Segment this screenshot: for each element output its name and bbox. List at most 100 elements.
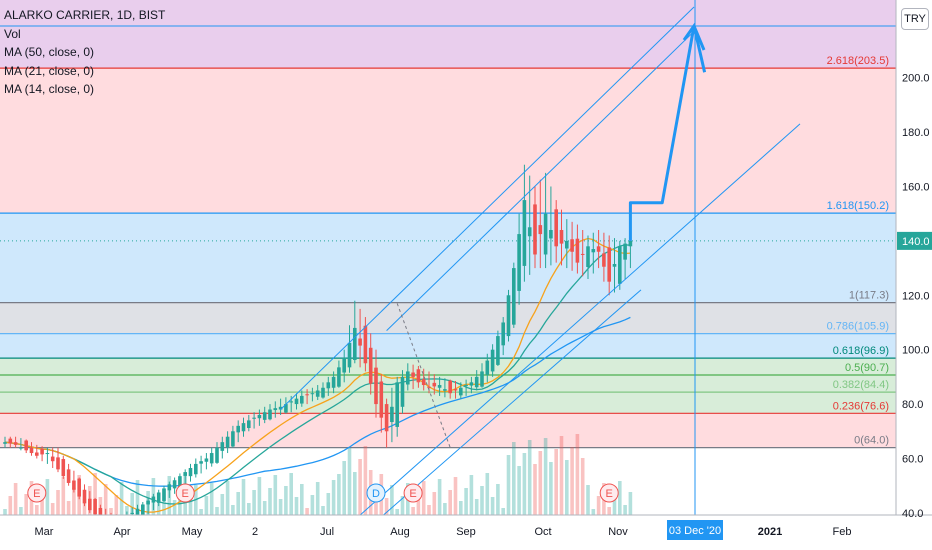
earnings-marker[interactable]: E	[27, 483, 47, 503]
candle	[538, 225, 543, 235]
ma-14-line	[4, 237, 631, 513]
legend-ma14[interactable]: MA (14, close, 0)	[4, 82, 95, 96]
candle	[29, 447, 34, 454]
candle	[406, 371, 410, 385]
volume-bar	[363, 446, 368, 515]
candle	[146, 500, 150, 505]
candle	[188, 468, 193, 477]
candle	[273, 408, 278, 411]
fib-label-2.618: 2.618(203.5)	[827, 55, 889, 67]
candle	[135, 508, 140, 516]
candle	[390, 406, 394, 423]
candle	[453, 389, 458, 391]
volume-bar	[453, 477, 458, 515]
candle	[61, 459, 66, 477]
volume-bar	[612, 494, 617, 515]
currency-button[interactable]: TRY	[901, 8, 929, 30]
earnings-marker[interactable]: E	[175, 483, 195, 503]
legend-symbol[interactable]: ALARKO CARRIER, 1D, BIST	[4, 8, 166, 22]
candle	[162, 488, 166, 501]
volume-bar	[628, 492, 633, 515]
candle	[199, 461, 203, 464]
fib-label-0.5: 0.5(90.7)	[845, 362, 889, 374]
ma-21-line	[4, 244, 631, 505]
candle	[88, 498, 92, 511]
volume-bar	[522, 453, 527, 515]
volume-bar	[554, 449, 558, 515]
x-tick-label: Jul	[320, 526, 334, 538]
candle	[183, 472, 187, 476]
volume-bar	[411, 507, 415, 515]
time-axis-bg	[0, 515, 932, 550]
legend-ma50[interactable]: MA (50, close, 0)	[4, 45, 95, 59]
candle	[231, 431, 235, 447]
candle	[618, 246, 622, 284]
volume-bar	[241, 479, 246, 515]
candle	[469, 382, 474, 386]
volume-bar	[40, 492, 44, 515]
volume-bar	[427, 505, 431, 515]
earnings-marker[interactable]: E	[599, 483, 619, 503]
candle	[178, 476, 182, 489]
candle	[506, 295, 511, 337]
fibonacci-retracement[interactable]: 2.618(203.5) 1.618(150.2) 1(117.3) 0.786(10…	[0, 0, 896, 449]
candle	[527, 227, 532, 237]
volume-bar	[496, 484, 500, 515]
fib-anchor-line	[396, 303, 451, 448]
earnings-marker[interactable]: E	[403, 483, 423, 503]
candle	[363, 325, 368, 364]
volume-bar	[236, 492, 240, 515]
candle	[580, 253, 585, 255]
projection-arrow[interactable]	[628, 0, 707, 515]
candle	[262, 412, 267, 420]
volume-bar	[172, 500, 177, 515]
fib-label-0: 0(64.0)	[854, 435, 889, 447]
volume-bar	[395, 509, 399, 515]
volume-bar	[247, 503, 251, 515]
volume-bar	[400, 496, 405, 515]
y-tick-label: 200.0	[902, 73, 930, 85]
fib-label-0.382: 0.382(84.4)	[833, 379, 889, 391]
volume-bar	[565, 460, 569, 515]
volume-bar	[114, 495, 119, 515]
trend-channel[interactable]	[280, 6, 801, 541]
fib-label-0.618: 0.618(96.9)	[833, 345, 889, 357]
volume-bar	[209, 483, 214, 515]
dividend-marker[interactable]: D	[366, 483, 386, 503]
legend-vol[interactable]: Vol	[4, 26, 21, 41]
volume-bar	[421, 481, 426, 515]
candle	[220, 442, 225, 451]
crosshair-date-label: 03 Dec '20	[669, 525, 721, 537]
legend-ma21[interactable]: MA (21, close, 0)	[4, 63, 95, 78]
candle	[66, 469, 71, 483]
y-tick-label: 160.0	[902, 181, 930, 193]
volume-bar	[474, 499, 479, 515]
candle	[151, 496, 156, 503]
channel-line-0	[280, 6, 695, 410]
candle	[416, 369, 421, 383]
candle	[284, 404, 288, 413]
candle	[167, 484, 172, 491]
candle	[575, 238, 580, 263]
volume-bar	[13, 483, 18, 515]
candle	[358, 338, 362, 346]
candle	[77, 478, 81, 497]
volume-bar	[225, 481, 230, 515]
last-price-label: 140.0	[902, 236, 930, 248]
volume-bar	[384, 498, 389, 515]
candle	[268, 409, 272, 420]
volume-bar	[490, 497, 495, 515]
candle	[8, 438, 13, 444]
fib-band-5	[0, 374, 896, 393]
candle	[82, 489, 87, 504]
volume-bar	[549, 462, 553, 515]
volume-bar	[416, 494, 421, 515]
volume-bar	[66, 501, 71, 515]
last-price-tag	[897, 231, 932, 250]
volume-bar	[353, 472, 357, 515]
volume-bar	[591, 509, 596, 515]
candle	[321, 387, 325, 398]
